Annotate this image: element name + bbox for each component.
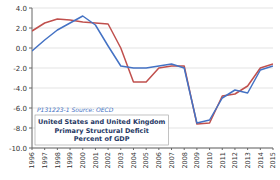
x-tick <box>95 148 96 150</box>
x-tick <box>44 148 45 150</box>
x-tick-label: 1996 <box>28 152 36 169</box>
box-title: United States and United Kingdom <box>38 118 166 126</box>
x-tick-label: 1997 <box>41 152 49 169</box>
x-tick-label: 2015 <box>269 152 277 169</box>
x-tick-label: 2002 <box>104 152 112 169</box>
x-axis-line <box>32 148 273 149</box>
x-tick <box>70 148 71 150</box>
x-tick <box>234 148 235 150</box>
y-tick-label: 0.0 <box>16 45 27 53</box>
x-tick <box>158 148 159 150</box>
grid-line <box>32 28 273 29</box>
annotation: P131223-1 Source: OECD <box>37 106 114 113</box>
grid-line <box>32 148 273 149</box>
y-tick-label: -8.0 <box>13 125 27 133</box>
lines <box>32 16 273 124</box>
x-tick <box>273 148 274 150</box>
x-tick-label: 2013 <box>244 152 252 169</box>
x-tick-label: 1998 <box>54 152 62 169</box>
x-tick-label: 2010 <box>206 152 214 169</box>
text-box: United States and United KingdomPrimary … <box>35 115 168 145</box>
grid-line <box>32 48 273 49</box>
grid <box>32 8 273 148</box>
x-tick-label: 2009 <box>193 152 201 169</box>
x-axis: 1996 1997 1998 1999 2000 2001 2002 2003 2004 2005… <box>28 148 277 169</box>
x-tick-label: 2014 <box>257 152 265 169</box>
x-tick <box>146 148 147 150</box>
x-tick-label: 2007 <box>168 152 176 169</box>
x-tick-label: 2012 <box>231 152 239 169</box>
x-tick <box>184 148 185 150</box>
x-tick-label: 2001 <box>92 152 100 169</box>
x-tick-label: 2000 <box>79 152 87 169</box>
x-tick-label: 2005 <box>142 152 150 169</box>
grid-line <box>32 88 273 89</box>
x-tick <box>209 148 210 150</box>
x-tick <box>120 148 121 150</box>
y-tick-label: 4.0 <box>16 5 27 13</box>
x-tick <box>133 148 134 150</box>
series-line <box>32 16 273 123</box>
x-tick <box>196 148 197 150</box>
x-tick <box>222 148 223 150</box>
y-tick-label: -6.0 <box>13 105 27 113</box>
x-tick <box>57 148 58 150</box>
x-tick <box>82 148 83 150</box>
text-box-frame <box>35 115 168 145</box>
x-tick <box>108 148 109 150</box>
y-tick-label: -2.0 <box>13 65 27 73</box>
y-axis: -10.0 -8.0 -6.0 -4.0 -2.0 0.0 2.0 4.0 <box>9 5 32 153</box>
series-line <box>32 19 273 124</box>
x-tick-label: 2011 <box>219 152 227 169</box>
x-tick <box>260 148 261 150</box>
y-tick-label: -10.0 <box>9 145 27 153</box>
grid-line <box>32 8 273 9</box>
y-tick-label: -4.0 <box>13 85 27 93</box>
box-ylabel: Percent of GDP <box>74 135 130 143</box>
chart: -10.0-8.0-6.0-4.0-2.00.02.04.01996199719… <box>0 0 280 180</box>
y-axis-line <box>32 8 33 148</box>
x-tick <box>171 148 172 150</box>
x-tick-label: 1999 <box>66 152 74 169</box>
x-tick-label: 2004 <box>130 152 138 169</box>
x-tick-label: 2008 <box>181 152 189 169</box>
x-tick <box>32 148 33 150</box>
x-tick <box>247 148 248 150</box>
x-tick-label: 2006 <box>155 152 163 169</box>
y-tick-label: 2.0 <box>16 25 27 33</box>
box-subtitle: Primary Structural Deficit <box>55 127 149 135</box>
x-tick-label: 2003 <box>117 152 125 169</box>
